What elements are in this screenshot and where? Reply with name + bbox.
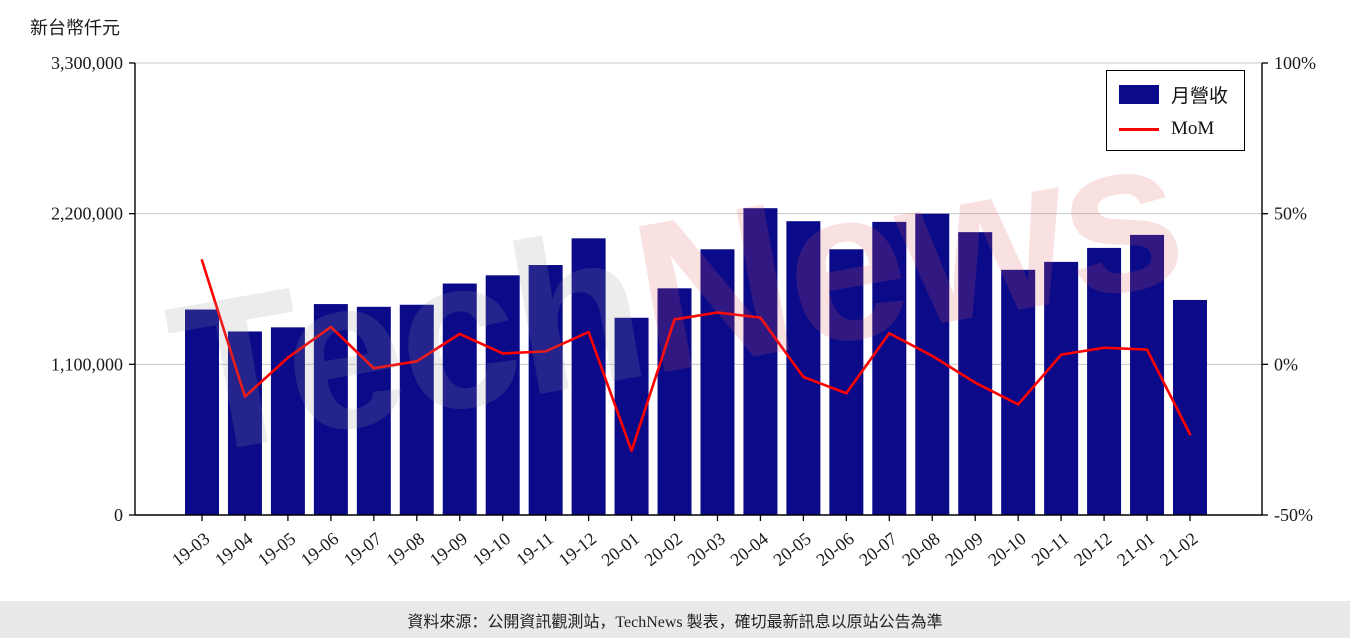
revenue-bar — [657, 288, 692, 515]
x-tick-label: 19-03 — [168, 528, 213, 570]
right-tick-label: 50% — [1274, 204, 1307, 224]
x-tick-label: 20-12 — [1070, 528, 1115, 570]
right-tick-label: -50% — [1274, 505, 1313, 525]
revenue-bar — [1087, 247, 1122, 515]
x-tick-label: 20-04 — [726, 528, 771, 570]
x-tick-label: 20-07 — [855, 528, 900, 570]
revenue-bar — [571, 238, 606, 515]
x-tick-label: 19-09 — [426, 528, 471, 570]
x-tick-label: 19-10 — [469, 528, 514, 570]
revenue-bar — [185, 309, 219, 515]
revenue-bar — [1130, 234, 1165, 515]
revenue-bar — [1173, 299, 1207, 515]
right-tick-label: 0% — [1274, 354, 1298, 374]
chart-legend: 月營收 MoM — [1106, 70, 1246, 151]
left-tick-label: 2,200,000 — [51, 204, 123, 224]
mom-line-swatch — [1119, 127, 1159, 131]
right-tick-label: 100% — [1274, 53, 1316, 73]
revenue-bar — [743, 208, 778, 516]
revenue-bar — [872, 221, 907, 516]
revenue-bar — [700, 249, 735, 515]
x-tick-label: 20-03 — [684, 528, 729, 570]
x-tick-label: 20-08 — [898, 528, 943, 570]
revenue-bar — [528, 265, 563, 515]
x-tick-label: 20-05 — [769, 528, 814, 570]
revenue-bar — [1044, 261, 1079, 515]
x-tick-label: 21-02 — [1156, 528, 1201, 570]
revenue-bar — [786, 221, 821, 515]
legend-label-revenue: 月營收 — [1171, 86, 1229, 107]
x-tick-label: 19-05 — [254, 528, 299, 570]
x-tick-label: 20-09 — [941, 528, 986, 570]
x-tick-label: 19-07 — [340, 528, 385, 570]
revenue-bar-swatch — [1119, 85, 1159, 104]
x-tick-label: 19-11 — [512, 528, 557, 569]
legend-item-revenue: 月營收 — [1119, 81, 1228, 108]
revenue-bar — [958, 232, 993, 515]
x-tick-label: 20-11 — [1028, 528, 1073, 569]
legend-label-mom: MoM — [1171, 118, 1215, 139]
revenue-bar — [442, 283, 477, 515]
x-tick-label: 19-04 — [211, 528, 256, 570]
source-footer: 資料來源：公開資訊觀測站，TechNews 製表，確切最新訊息以原站公告為準 — [0, 601, 1350, 638]
left-tick-label: 3,300,000 — [51, 53, 123, 73]
revenue-bar — [485, 275, 520, 515]
x-tick-label: 19-12 — [555, 528, 600, 570]
x-tick-label: 20-10 — [984, 528, 1029, 570]
revenue-bar — [399, 304, 434, 515]
x-tick-label: 20-01 — [598, 528, 643, 570]
x-tick-label: 21-01 — [1113, 528, 1158, 570]
left-tick-label: 1,100,000 — [51, 354, 123, 374]
revenue-bar — [356, 306, 391, 515]
left-axis-unit-label: 新台幣仟元 — [30, 18, 120, 38]
x-tick-label: 20-02 — [641, 528, 686, 570]
legend-item-mom: MoM — [1119, 118, 1228, 140]
mom-line — [200, 259, 1192, 453]
revenue-bar — [270, 327, 305, 515]
source-footer-text: 資料來源：公開資訊觀測站，TechNews 製表，確切最新訊息以原站公告為準 — [407, 613, 943, 631]
x-tick-label: 19-08 — [383, 528, 428, 570]
x-tick-label: 19-06 — [297, 528, 342, 570]
left-tick-label: 0 — [114, 505, 123, 525]
revenue-bar — [829, 249, 864, 515]
x-tick-label: 20-06 — [812, 528, 857, 570]
